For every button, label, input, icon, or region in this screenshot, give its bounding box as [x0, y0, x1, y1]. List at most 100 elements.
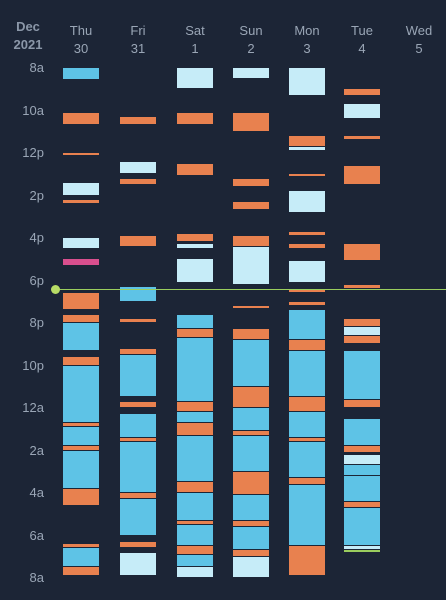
active-block[interactable]	[233, 386, 269, 407]
active-block[interactable]	[177, 546, 213, 554]
active-block[interactable]	[233, 112, 269, 131]
light-block[interactable]	[289, 68, 325, 95]
light-block[interactable]	[177, 68, 213, 89]
active-block[interactable]	[120, 235, 156, 246]
active-block[interactable]	[289, 437, 325, 441]
sleep-block[interactable]	[233, 340, 269, 386]
active-block[interactable]	[177, 482, 213, 492]
active-block[interactable]	[63, 199, 99, 203]
active-block[interactable]	[344, 136, 380, 140]
sleep-block[interactable]	[177, 412, 213, 422]
light-block[interactable]	[63, 182, 99, 195]
active-block[interactable]	[289, 340, 325, 350]
active-block[interactable]	[233, 178, 269, 186]
day-header-sun[interactable]: Sun 2	[228, 22, 274, 58]
light-block[interactable]	[177, 259, 213, 282]
sleep-block[interactable]	[63, 323, 99, 350]
sleep-block[interactable]	[289, 442, 325, 478]
day-header-mon[interactable]: Mon 3	[284, 22, 330, 58]
active-block[interactable]	[344, 244, 380, 261]
sleep-block[interactable]	[289, 412, 325, 437]
sleep-block[interactable]	[177, 314, 213, 329]
active-block[interactable]	[177, 163, 213, 176]
active-block[interactable]	[344, 318, 380, 327]
light-block[interactable]	[177, 244, 213, 248]
day-header-thu[interactable]: Thu 30	[58, 22, 104, 58]
light-block[interactable]	[177, 567, 213, 577]
active-block[interactable]	[63, 357, 99, 365]
active-block[interactable]	[63, 567, 99, 575]
active-block[interactable]	[120, 437, 156, 441]
active-block[interactable]	[233, 235, 269, 246]
light-block[interactable]	[233, 246, 269, 284]
sleep-block[interactable]	[120, 354, 156, 397]
active-block[interactable]	[63, 544, 99, 548]
active-block[interactable]	[63, 112, 99, 125]
light-block[interactable]	[233, 556, 269, 577]
active-block[interactable]	[344, 399, 380, 407]
pink-block[interactable]	[63, 259, 99, 265]
sleep-block[interactable]	[120, 499, 156, 535]
active-block[interactable]	[344, 501, 380, 507]
sleep-block[interactable]	[63, 427, 99, 446]
active-block[interactable]	[177, 112, 213, 125]
active-block[interactable]	[120, 541, 156, 548]
active-block[interactable]	[63, 153, 99, 155]
sleep-block[interactable]	[177, 493, 213, 520]
sleep-block[interactable]	[233, 435, 269, 471]
sleep-block[interactable]	[289, 350, 325, 397]
active-block[interactable]	[63, 314, 99, 322]
sleep-block[interactable]	[177, 524, 213, 546]
active-block[interactable]	[344, 284, 380, 288]
active-block[interactable]	[177, 422, 213, 435]
light-block[interactable]	[120, 552, 156, 575]
sleep-block[interactable]	[120, 442, 156, 492]
active-block[interactable]	[344, 89, 380, 95]
active-block[interactable]	[177, 329, 213, 337]
sleep-block[interactable]	[289, 310, 325, 339]
active-block[interactable]	[233, 201, 269, 210]
active-block[interactable]	[289, 231, 325, 235]
light-block[interactable]	[289, 261, 325, 282]
sleep-block[interactable]	[120, 414, 156, 437]
light-block[interactable]	[233, 68, 269, 78]
active-block[interactable]	[177, 233, 213, 242]
sleep-block[interactable]	[289, 484, 325, 546]
active-block[interactable]	[289, 301, 325, 305]
day-header-tue[interactable]: Tue 4	[339, 22, 385, 58]
sleep-block[interactable]	[344, 350, 380, 399]
active-block[interactable]	[120, 116, 156, 125]
active-block[interactable]	[120, 318, 156, 322]
active-block[interactable]	[233, 431, 269, 435]
active-block[interactable]	[63, 293, 99, 310]
day-header-wed[interactable]: Wed 5	[396, 22, 442, 58]
active-block[interactable]	[233, 550, 269, 556]
sleep-block[interactable]	[344, 465, 380, 475]
active-block[interactable]	[289, 174, 325, 177]
active-block[interactable]	[289, 546, 325, 575]
active-block[interactable]	[289, 397, 325, 412]
day-header-sat[interactable]: Sat 1	[172, 22, 218, 58]
sleep-block[interactable]	[344, 507, 380, 546]
light-block[interactable]	[120, 161, 156, 174]
sleep-block[interactable]	[120, 286, 156, 301]
active-block[interactable]	[233, 329, 269, 339]
active-block[interactable]	[120, 493, 156, 499]
sleep-block[interactable]	[233, 495, 269, 520]
active-block[interactable]	[120, 401, 156, 407]
sleep-block[interactable]	[177, 435, 213, 482]
active-block[interactable]	[289, 136, 325, 146]
active-block[interactable]	[233, 471, 269, 495]
active-block[interactable]	[177, 401, 213, 412]
active-block[interactable]	[63, 488, 99, 505]
light-block[interactable]	[344, 327, 380, 335]
active-block[interactable]	[177, 520, 213, 524]
active-block[interactable]	[289, 244, 325, 248]
active-block[interactable]	[63, 446, 99, 450]
active-block[interactable]	[344, 446, 380, 452]
sleep-block[interactable]	[63, 450, 99, 488]
sleep-block[interactable]	[177, 554, 213, 567]
day-header-fri[interactable]: Fri 31	[115, 22, 161, 58]
active-block[interactable]	[289, 478, 325, 484]
light-block[interactable]	[344, 454, 380, 465]
